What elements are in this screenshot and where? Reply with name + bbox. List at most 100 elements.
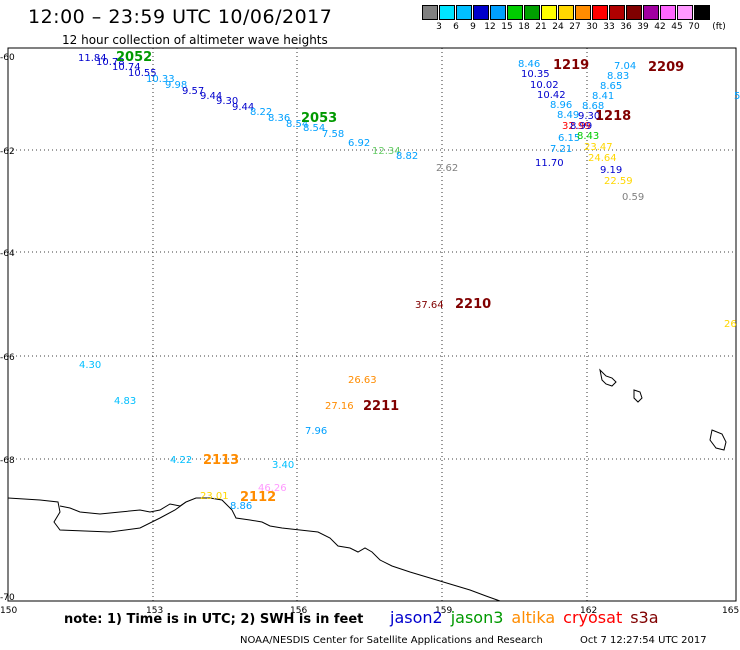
pass-label: 2052 [116, 50, 152, 65]
footnote: note: 1) Time is in UTC; 2) SWH is in fe… [64, 612, 364, 627]
wave-height-value: 32.99 [562, 121, 591, 132]
scale-label: 70 [688, 22, 700, 32]
lon-tick-label: 153 [146, 606, 163, 616]
scale-label: 18 [518, 22, 530, 32]
wave-height-value: 11.70 [535, 158, 564, 169]
scale-swatch [694, 5, 710, 20]
pass-label: 2053 [301, 111, 337, 126]
coastline [7, 368, 727, 602]
wave-height-value: 9.30 [578, 111, 600, 122]
wave-height-value: 10.78 [96, 57, 125, 68]
wave-height-value: 9.57 [182, 86, 204, 97]
scale-label: 39 [637, 22, 649, 32]
scale-swatch [677, 5, 693, 20]
wave-height-value: 8.41 [592, 91, 614, 102]
longitude-ticks: 150 153 156 159 162 165 [0, 606, 739, 616]
wave-height-value: 2.62 [436, 163, 458, 174]
pass-label: 2209 [648, 60, 684, 75]
wave-height-value: 8.65 [600, 81, 622, 92]
scale-label: 42 [654, 22, 666, 32]
scale-label: 27 [569, 22, 581, 32]
wave-height-value: 10.35 [521, 69, 550, 80]
map-frame [7, 47, 737, 602]
legend-item-jason3: jason3 [450, 608, 504, 627]
wave-height-value: 9.30 [216, 96, 238, 107]
lat-tick-label: -68 [0, 456, 15, 466]
wave-height-value: 10.02 [530, 80, 559, 91]
scale-label: 45 [671, 22, 683, 32]
scale-unit: (ft) [712, 22, 726, 32]
scale-swatch [422, 5, 438, 20]
scale-label: 36 [620, 22, 632, 32]
wave-height-value: 8.36 [268, 113, 290, 124]
wave-height-value: 7.04 [614, 61, 636, 72]
scale-swatch [439, 5, 455, 20]
scale-swatch [456, 5, 472, 20]
wave-height-value: 8.54 [303, 123, 325, 134]
wave-height-values: 11.8410.7810.7410.5510.339.989.579.449.3… [78, 53, 740, 512]
wave-height-value: 4.30 [79, 360, 101, 371]
scale-label: 12 [484, 22, 496, 32]
wave-height-value: 8.54 [286, 119, 308, 130]
wave-height-value: 9.44 [232, 102, 254, 113]
scale-swatch [575, 5, 591, 20]
legend-item-s3a: s3a [630, 608, 659, 627]
map-title: 12:00 – 23:59 UTC 10/06/2017 [28, 6, 333, 28]
wave-height-value: 8.43 [577, 131, 599, 142]
scale-swatch [558, 5, 574, 20]
lat-tick-label: -70 [0, 593, 15, 603]
lat-tick-label: -66 [0, 353, 15, 363]
wave-height-value: 11.84 [78, 53, 107, 64]
scale-swatch [660, 5, 676, 20]
wave-height-value: 8.49 [557, 110, 579, 121]
lon-tick-label: 150 [0, 606, 17, 616]
wave-height-value: 7.58 [322, 129, 344, 140]
scale-swatch [626, 5, 642, 20]
lat-tick-label: -62 [0, 147, 15, 157]
wave-height-value: 7.21 [550, 144, 572, 155]
lon-tick-label: 156 [290, 606, 307, 616]
pass-label: 2112 [240, 490, 276, 505]
pass-label: 2211 [363, 399, 399, 414]
wave-height-value: 37.64 [415, 300, 444, 311]
map-subtitle: 12 hour collection of altimeter wave hei… [62, 33, 328, 47]
lat-tick-label: -60 [0, 53, 15, 63]
wave-height-value: 8.22 [250, 107, 272, 118]
wave-height-value: 8.86 [230, 501, 252, 512]
wave-height-value: 4.83 [114, 396, 136, 407]
legend-item-jason2: jason2 [390, 608, 443, 627]
wave-height-value: 22.59 [604, 176, 633, 187]
lat-tick-label: -64 [0, 249, 15, 259]
lon-tick-label: 159 [435, 606, 452, 616]
pass-label: 2210 [455, 297, 491, 312]
scale-swatch [473, 5, 489, 20]
scale-label: 6 [453, 22, 459, 32]
wave-height-value: 7.96 [305, 426, 327, 437]
wave-height-value: 8.46 [518, 59, 540, 70]
wave-height-value: 5 [734, 91, 740, 102]
wave-height-value: 24.64 [588, 153, 617, 164]
wave-height-value: 10.42 [537, 90, 566, 101]
wave-height-value: 6.15 [558, 133, 580, 144]
generated-timestamp: Oct 7 12:27:54 UTC 2017 [580, 635, 707, 646]
wave-height-value: 9.44 [200, 91, 222, 102]
wave-height-value: 4.22 [170, 455, 192, 466]
legend-item-altika: altika [511, 608, 556, 627]
scale-label: 30 [586, 22, 598, 32]
scale-swatch [609, 5, 625, 20]
island-3 [709, 429, 727, 451]
wave-height-value: 8.99 [570, 121, 592, 132]
scale-swatch [643, 5, 659, 20]
pass-labels: 2052 2053 1219 2209 1218 2210 2211 2113 2112 [116, 50, 684, 505]
scale-swatch [592, 5, 608, 20]
wave-height-value: 3.40 [272, 460, 294, 471]
wave-height-value: 26 [724, 319, 737, 330]
wave-height-value: 27.16 [325, 401, 354, 412]
scale-swatch [524, 5, 540, 20]
wave-height-value: 12.34 [372, 146, 401, 157]
scale-label: 21 [535, 22, 547, 32]
wave-height-value: 8.83 [607, 71, 629, 82]
scale-label: 33 [603, 22, 615, 32]
wave-height-value: 9.98 [165, 80, 187, 91]
